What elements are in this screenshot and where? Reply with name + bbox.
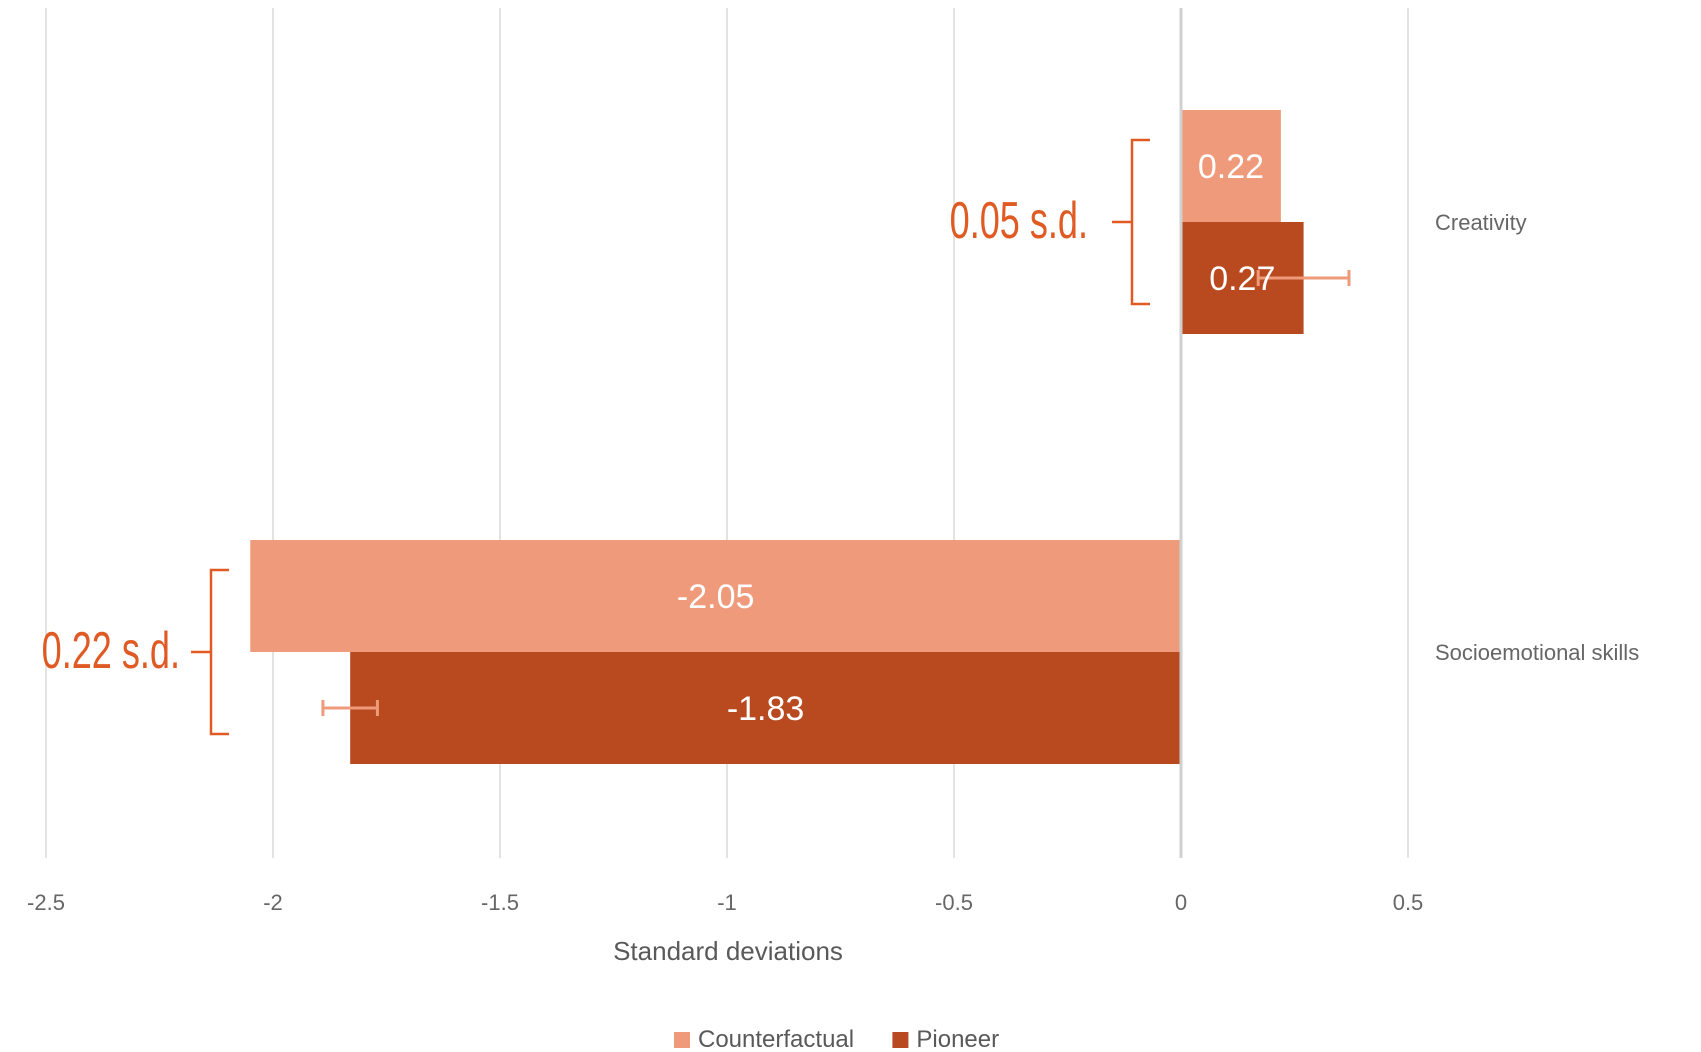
data-label: -1.83: [727, 690, 805, 728]
bracket: [191, 568, 229, 736]
x-tick-label: -2.5: [27, 890, 65, 915]
category-labels: Creativity Socioemotional skills: [1435, 210, 1639, 665]
x-tick-label: -1.5: [481, 890, 519, 915]
bar: [1181, 110, 1281, 222]
data-label: 0.22: [1198, 148, 1264, 186]
annotation-label: 0.05 s.d.: [950, 193, 1088, 250]
legend-label: Pioneer: [916, 1026, 999, 1052]
legend: Counterfactual Pioneer: [674, 1026, 999, 1052]
annotations: 0.05 s.d. 0.22 s.d.: [42, 138, 1150, 736]
annotation-label: 0.22 s.d.: [42, 623, 180, 680]
x-tick-label: 0.5: [1393, 890, 1424, 915]
error-bars: [321, 270, 1351, 716]
x-tick-label: -2: [263, 890, 283, 915]
legend-label: Counterfactual: [698, 1026, 854, 1052]
data-labels: 0.22 0.27 -2.05 -1.83: [677, 148, 1275, 728]
gridlines: [45, 8, 1409, 858]
category-label: Socioemotional skills: [1435, 640, 1639, 665]
bar: [250, 540, 1182, 652]
bars: [250, 110, 1304, 764]
bracket: [1112, 138, 1150, 306]
legend-swatch: [892, 1032, 909, 1048]
bar: [350, 652, 1181, 764]
x-tick-label: -0.5: [935, 890, 973, 915]
x-tick-labels: -2.5 -2 -1.5 -1 -0.5 0 0.5: [27, 890, 1423, 915]
data-label: -2.05: [677, 578, 755, 616]
x-tick-label: 0: [1175, 890, 1187, 915]
category-label: Creativity: [1435, 210, 1527, 235]
x-tick-label: -1: [717, 890, 737, 915]
data-label: 0.27: [1209, 260, 1275, 298]
x-axis-title: Standard deviations: [613, 936, 843, 966]
legend-swatch: [674, 1032, 690, 1048]
